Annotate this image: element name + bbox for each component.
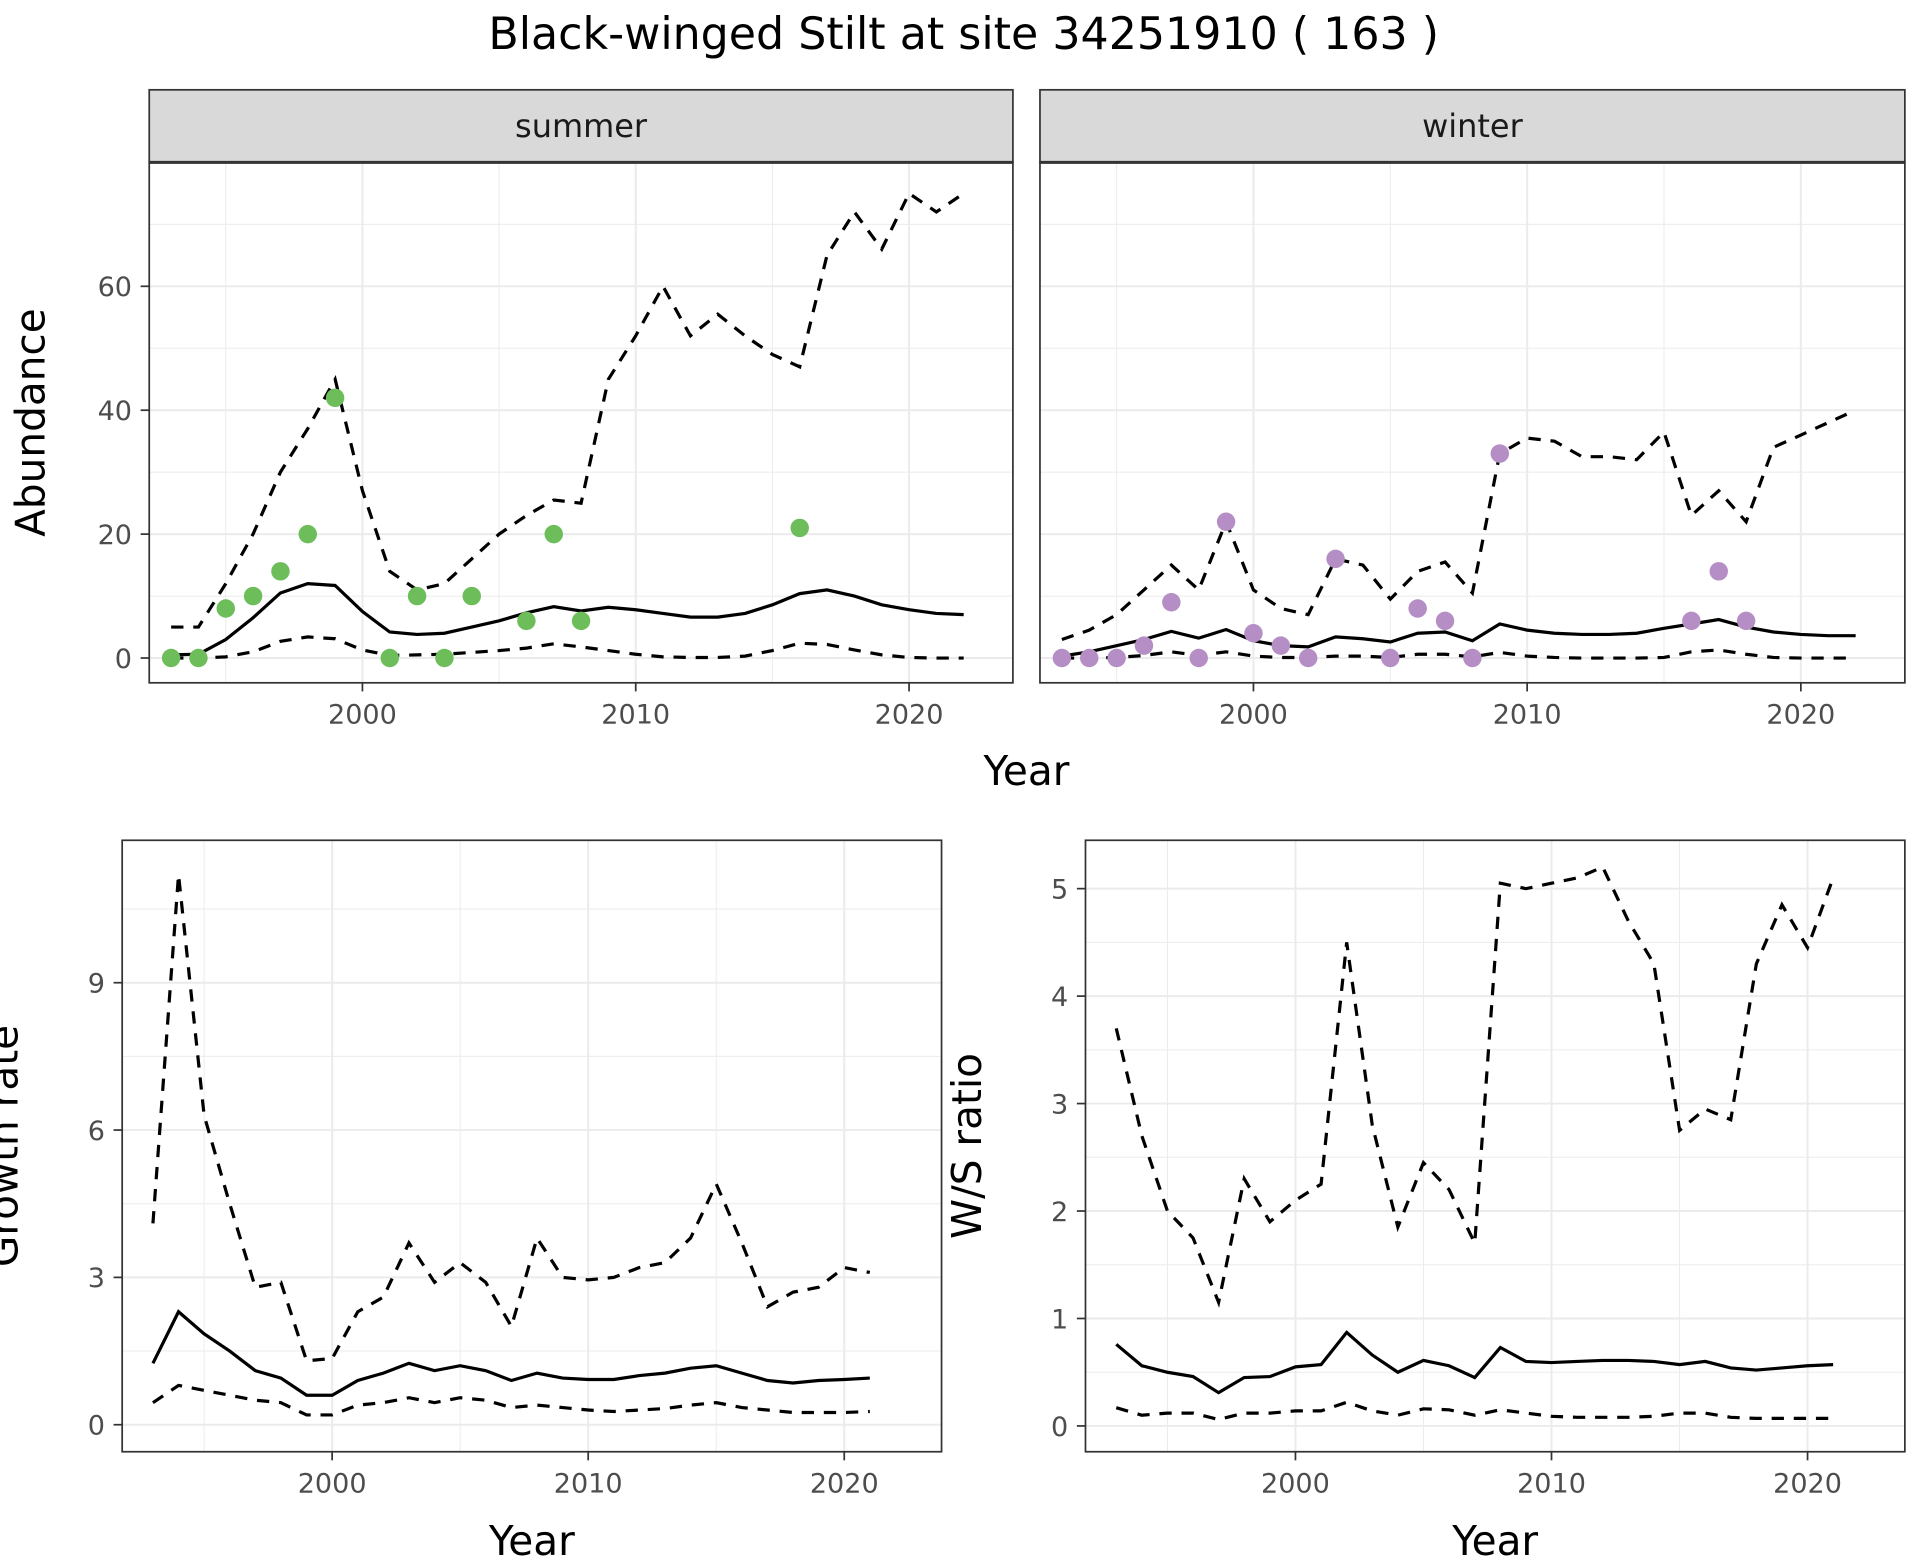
data-point [298,524,317,544]
data-point [1216,512,1236,531]
y-tick-label: 0 [1051,1412,1068,1443]
y-tick-label: 20 [98,520,132,551]
panel-abundance-summer: 2000 2010 2020 0 20 40 60 summer Abundance [7,88,1014,730]
x-axis-title: Year [982,747,1069,795]
data-point [1709,562,1728,581]
y-tick-label: 2 [1051,1197,1068,1228]
series-line-upper [1114,865,1835,1308]
data-point [1107,648,1126,668]
y-tick-label: 1 [1051,1304,1068,1335]
data-point [1408,599,1427,618]
data-point [216,599,235,618]
data-point [1189,648,1208,668]
data-point [517,611,536,631]
facet-strip [1039,88,1906,164]
data-point [1080,648,1099,668]
data-point [189,648,208,668]
panel-abundance-winter: 2000 2010 2020 winter [1039,88,1906,730]
x-tick-label: 2000 [1219,699,1288,730]
data-point [1298,648,1318,668]
series-line-lower [1061,648,1856,660]
data-point [790,518,809,538]
series-line-lower [1115,1400,1834,1422]
data-point [462,586,481,606]
data-point [1381,648,1400,668]
data-point [407,586,427,606]
data-point [325,388,345,408]
data-point [271,562,290,581]
series-line-estimate [151,1309,870,1397]
panel-ws-ratio: 2000 2010 2020 0 1 2 3 4 5 W/S ratio Year [943,839,1906,1560]
y-tick-label: 5 [1051,874,1068,905]
panel-border [121,839,943,1453]
x-tick-label: 2010 [1493,699,1562,730]
x-tick-label: 2020 [1773,1468,1842,1499]
facet-label: summer [515,107,648,145]
data-point [1435,611,1455,631]
series-line-upper [171,191,965,629]
series-line-lower [171,635,964,660]
y-tick-label: 60 [98,272,132,303]
data-point [1244,624,1263,643]
y-tick-label: 40 [98,396,132,427]
series-line-estimate [1061,617,1856,658]
data-point [380,648,399,668]
x-axis-title: Year [488,1517,575,1560]
data-point [1162,593,1181,612]
x-tick-label: 2010 [601,699,670,730]
x-tick-label: 2020 [1766,699,1835,730]
y-tick-label: 0 [88,1411,105,1442]
data-point [1682,611,1701,631]
y-tick-label: 4 [1051,982,1068,1013]
series-line-upper [151,874,871,1363]
panel-border [1084,839,1906,1453]
facet-strip [148,88,1014,164]
data-point [1463,648,1482,668]
y-tick-label: 9 [88,969,105,1000]
data-point [1736,611,1756,631]
data-point [544,524,563,544]
x-axis-title: Year [1451,1517,1538,1560]
y-tick-label: 6 [88,1116,105,1147]
y-axis-title: W/S ratio [943,1053,991,1239]
x-tick-label: 2000 [328,699,397,730]
data-point [435,648,454,668]
data-point [161,648,181,668]
y-tick-label: 0 [115,644,132,675]
data-point [243,586,263,606]
data-point [1271,636,1291,655]
y-tick-label: 3 [88,1263,105,1294]
series-line-estimate [171,582,964,657]
data-point [1490,444,1510,463]
series-line-upper [1061,408,1857,642]
x-tick-label: 2020 [810,1468,879,1499]
x-tick-label: 2010 [1517,1468,1586,1499]
data-point [1326,549,1345,569]
y-axis-title: Abundance [7,308,55,537]
data-point [1134,636,1154,655]
x-tick-label: 2000 [1261,1468,1330,1499]
data-point [571,611,591,631]
series-line-estimate [1115,1330,1834,1395]
y-tick-label: 3 [1051,1089,1068,1120]
series-line-lower [152,1383,870,1417]
data-point [1052,648,1072,668]
figure-title: Black-winged Stilt at site 34251910 ( 16… [488,9,1439,60]
x-tick-label: 2000 [298,1468,367,1499]
x-tick-label: 2010 [554,1468,623,1499]
y-axis-title: Growth rate [0,1025,28,1267]
panel-growth-rate: 2000 2010 2020 0 3 6 9 Growth rate Year [0,839,943,1560]
x-tick-label: 2020 [875,699,944,730]
facet-label: winter [1422,107,1523,145]
